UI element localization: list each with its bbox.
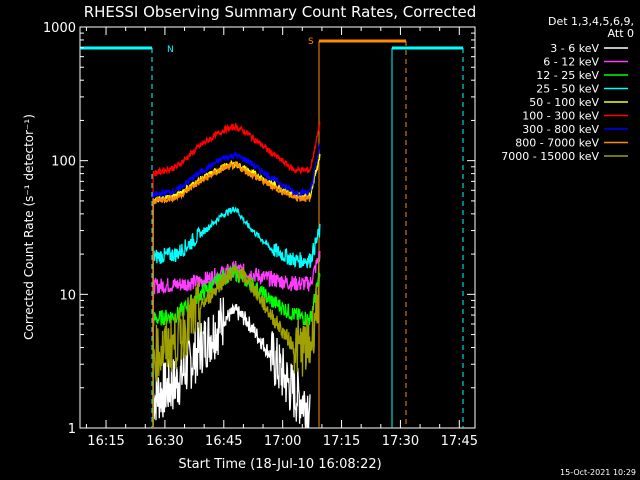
- legend-label: 25 - 50 keV: [536, 83, 599, 96]
- legend-label: 6 - 12 keV: [543, 56, 599, 69]
- y-axis-label: Corrected Count Rate (s⁻¹ detector⁻¹): [22, 114, 36, 340]
- y-tick-label: 10: [59, 288, 76, 303]
- legend-header: Det 1,3,4,5,6,9,: [548, 15, 634, 28]
- legend-label: 50 - 100 keV: [529, 96, 599, 109]
- series-line-1: [152, 297, 311, 429]
- annotations-layer: NS: [167, 37, 314, 55]
- legend-label: 3 - 6 keV: [550, 42, 599, 55]
- x-tick-label: 17:45: [441, 434, 478, 449]
- legend-header: Att 0: [608, 27, 634, 40]
- annotation-n: N: [167, 45, 174, 55]
- plot-area: NS: [79, 26, 476, 429]
- timestamp: 15-Oct-2021 10:29: [560, 468, 636, 477]
- series-layer: [152, 122, 321, 429]
- chart-title: RHESSI Observing Summary Count Rates, Co…: [84, 3, 477, 21]
- series-line-9: [152, 255, 321, 428]
- series-line-7: [152, 143, 321, 428]
- x-tick-label: 17:15: [323, 434, 360, 449]
- y-tick-label: 1000: [43, 21, 76, 36]
- y-tick-label: 100: [51, 155, 76, 170]
- x-tick-label: 17:30: [382, 434, 419, 449]
- legend-label: 300 - 800 keV: [522, 123, 599, 136]
- legend-label: 12 - 25 keV: [536, 69, 599, 82]
- series-line-4: [152, 206, 321, 428]
- legend-label: 800 - 7000 keV: [515, 137, 599, 150]
- x-tick-label: 16:15: [87, 434, 124, 449]
- annotation-s: S: [308, 37, 314, 47]
- x-tick-label: 16:45: [205, 434, 242, 449]
- series-line-6: [152, 122, 321, 428]
- series-line-8: [152, 160, 311, 428]
- legend-label: 100 - 300 keV: [522, 110, 599, 123]
- y-tick-label: 1: [68, 422, 76, 437]
- x-tick-label: 16:30: [146, 434, 183, 449]
- x-tick-label: 17:00: [264, 434, 301, 449]
- x-axis-label: Start Time (18-Jul-10 16:08:22): [178, 457, 381, 472]
- series-line-3: [152, 265, 321, 428]
- legend-label: 7000 - 15000 keV: [501, 150, 599, 163]
- plot-frame: [79, 26, 476, 429]
- x-axis: 16:15 16:30 16:45 17:00 17:15 17:30 17:45: [85, 27, 478, 449]
- y-axis: 1 10 100 1000: [43, 21, 475, 437]
